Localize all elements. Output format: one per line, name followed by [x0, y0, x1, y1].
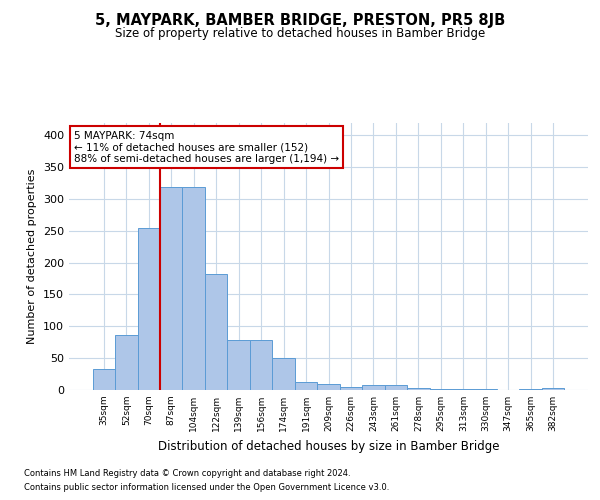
X-axis label: Distribution of detached houses by size in Bamber Bridge: Distribution of detached houses by size …	[158, 440, 499, 452]
Bar	[407, 388, 430, 390]
Y-axis label: Number of detached properties: Number of detached properties	[28, 168, 37, 344]
Bar	[92, 369, 115, 390]
Bar	[362, 385, 385, 390]
Bar	[340, 387, 362, 390]
Bar	[115, 334, 137, 390]
Bar	[385, 385, 407, 390]
Text: 5, MAYPARK, BAMBER BRIDGE, PRESTON, PR5 8JB: 5, MAYPARK, BAMBER BRIDGE, PRESTON, PR5 …	[95, 12, 505, 28]
Bar	[317, 384, 340, 390]
Text: 5 MAYPARK: 74sqm
← 11% of detached houses are smaller (152)
88% of semi-detached: 5 MAYPARK: 74sqm ← 11% of detached house…	[74, 130, 340, 164]
Text: Contains public sector information licensed under the Open Government Licence v3: Contains public sector information licen…	[24, 484, 389, 492]
Bar	[137, 228, 160, 390]
Bar	[250, 340, 272, 390]
Text: Size of property relative to detached houses in Bamber Bridge: Size of property relative to detached ho…	[115, 28, 485, 40]
Text: Contains HM Land Registry data © Crown copyright and database right 2024.: Contains HM Land Registry data © Crown c…	[24, 468, 350, 477]
Bar	[272, 358, 295, 390]
Bar	[227, 340, 250, 390]
Bar	[205, 274, 227, 390]
Bar	[182, 188, 205, 390]
Bar	[160, 188, 182, 390]
Bar	[542, 388, 565, 390]
Bar	[295, 382, 317, 390]
